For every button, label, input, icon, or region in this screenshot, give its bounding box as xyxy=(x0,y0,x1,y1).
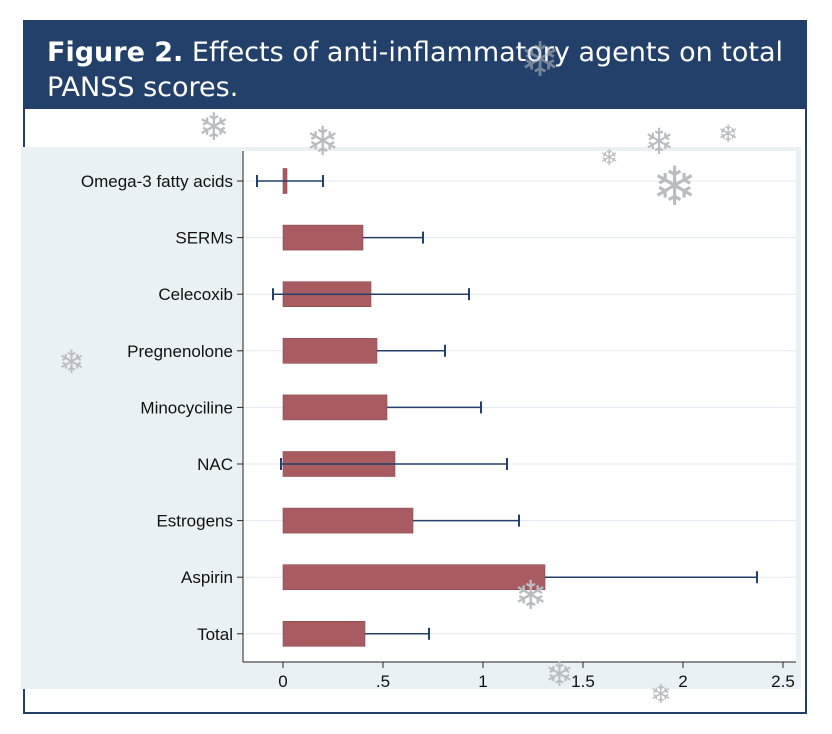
x-tick-label: 1.5 xyxy=(571,672,595,691)
snowflake-icon: ❄ xyxy=(198,105,230,149)
snowflake-icon: ❄ xyxy=(650,680,672,710)
bar xyxy=(282,620,366,647)
figure-header: Figure 2. Effects of anti-inflammatory a… xyxy=(25,22,805,109)
y-tick-label: Omega-3 fatty acids xyxy=(81,172,233,191)
y-tick-label: Celecoxib xyxy=(158,285,233,304)
snowflake-icon: ❄ xyxy=(58,343,85,381)
y-tick-label: NAC xyxy=(197,455,233,474)
bar xyxy=(282,394,388,421)
bar xyxy=(282,564,546,591)
snowflake-icon: ❄ xyxy=(600,146,619,171)
snowflake-icon: ❄ xyxy=(306,119,340,165)
figure-caption: Effects of anti-inflammatory agents on t… xyxy=(47,37,784,103)
plot-area: Omega-3 fatty acids SERMs Celecoxib Pregnen… xyxy=(21,127,801,697)
y-tick-label: SERMs xyxy=(175,229,233,248)
snowflake-icon: ❄ xyxy=(644,122,675,163)
x-tick-label: .5 xyxy=(376,672,390,691)
x-tick-label: 2 xyxy=(678,672,687,691)
x-tick-label: 2.5 xyxy=(771,672,795,691)
snowflake-icon: ❄ xyxy=(718,120,739,148)
y-tick-label: Aspirin xyxy=(181,568,233,587)
y-tick-label: Total xyxy=(197,625,233,644)
y-tick-label: Minocyciline xyxy=(140,398,233,417)
y-tick-label: Estrogens xyxy=(156,512,233,531)
bar xyxy=(282,224,364,251)
snowflake-icon: ❄ xyxy=(545,655,574,695)
bar-chart: Omega-3 fatty acids SERMs Celecoxib Pregnen… xyxy=(21,147,801,691)
snowflake-icon: ❄ xyxy=(514,573,548,619)
figure-label: Figure 2. xyxy=(47,37,184,68)
bar xyxy=(282,338,378,364)
snowflake-icon: ❄ xyxy=(520,32,561,88)
bar xyxy=(282,507,414,534)
x-tick-label: 0 xyxy=(278,672,287,691)
snowflake-icon: ❄ xyxy=(652,155,698,218)
y-tick-label: Pregnenolone xyxy=(127,342,233,361)
x-tick-label: 1 xyxy=(478,672,487,691)
